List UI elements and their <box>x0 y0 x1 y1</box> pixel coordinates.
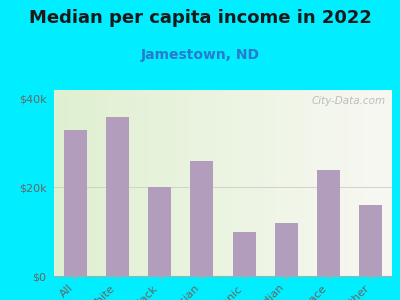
Bar <box>275 223 298 276</box>
Bar <box>148 188 171 276</box>
Bar <box>317 170 340 276</box>
Text: City-Data.com: City-Data.com <box>311 96 385 106</box>
Bar <box>106 117 129 276</box>
Bar <box>190 161 214 276</box>
Bar <box>232 232 256 276</box>
Bar <box>359 205 382 276</box>
Text: Median per capita income in 2022: Median per capita income in 2022 <box>28 9 372 27</box>
Text: Jamestown, ND: Jamestown, ND <box>140 48 260 62</box>
Bar <box>64 130 87 276</box>
